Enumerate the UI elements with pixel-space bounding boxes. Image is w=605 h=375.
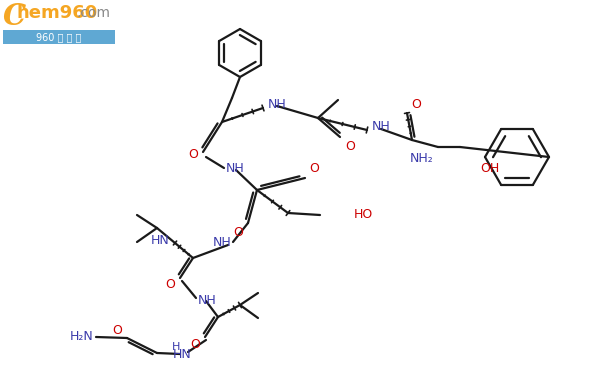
Text: O: O <box>233 225 243 238</box>
Text: HN: HN <box>172 348 191 361</box>
Text: HN: HN <box>151 234 169 246</box>
Text: O: O <box>165 278 175 291</box>
Text: NH: NH <box>198 294 217 306</box>
Text: NH: NH <box>226 162 244 174</box>
Text: NH₂: NH₂ <box>410 152 434 165</box>
Text: O: O <box>345 140 355 153</box>
Text: O: O <box>112 324 122 336</box>
FancyBboxPatch shape <box>3 30 115 44</box>
Text: NH: NH <box>267 98 286 111</box>
Text: O: O <box>309 162 319 176</box>
Text: O: O <box>411 98 421 111</box>
Text: OH: OH <box>480 162 500 174</box>
Text: HO: HO <box>353 209 373 222</box>
Text: .com: .com <box>76 6 110 20</box>
Text: NH: NH <box>212 236 231 249</box>
Text: NH: NH <box>371 120 390 134</box>
Text: C: C <box>3 2 26 31</box>
Text: H₂N: H₂N <box>70 330 94 344</box>
Text: hem960: hem960 <box>17 4 98 22</box>
Text: H: H <box>172 342 180 352</box>
Text: O: O <box>190 338 200 351</box>
Text: O: O <box>188 148 198 162</box>
Text: 960 化 工 网: 960 化 工 网 <box>36 32 82 42</box>
